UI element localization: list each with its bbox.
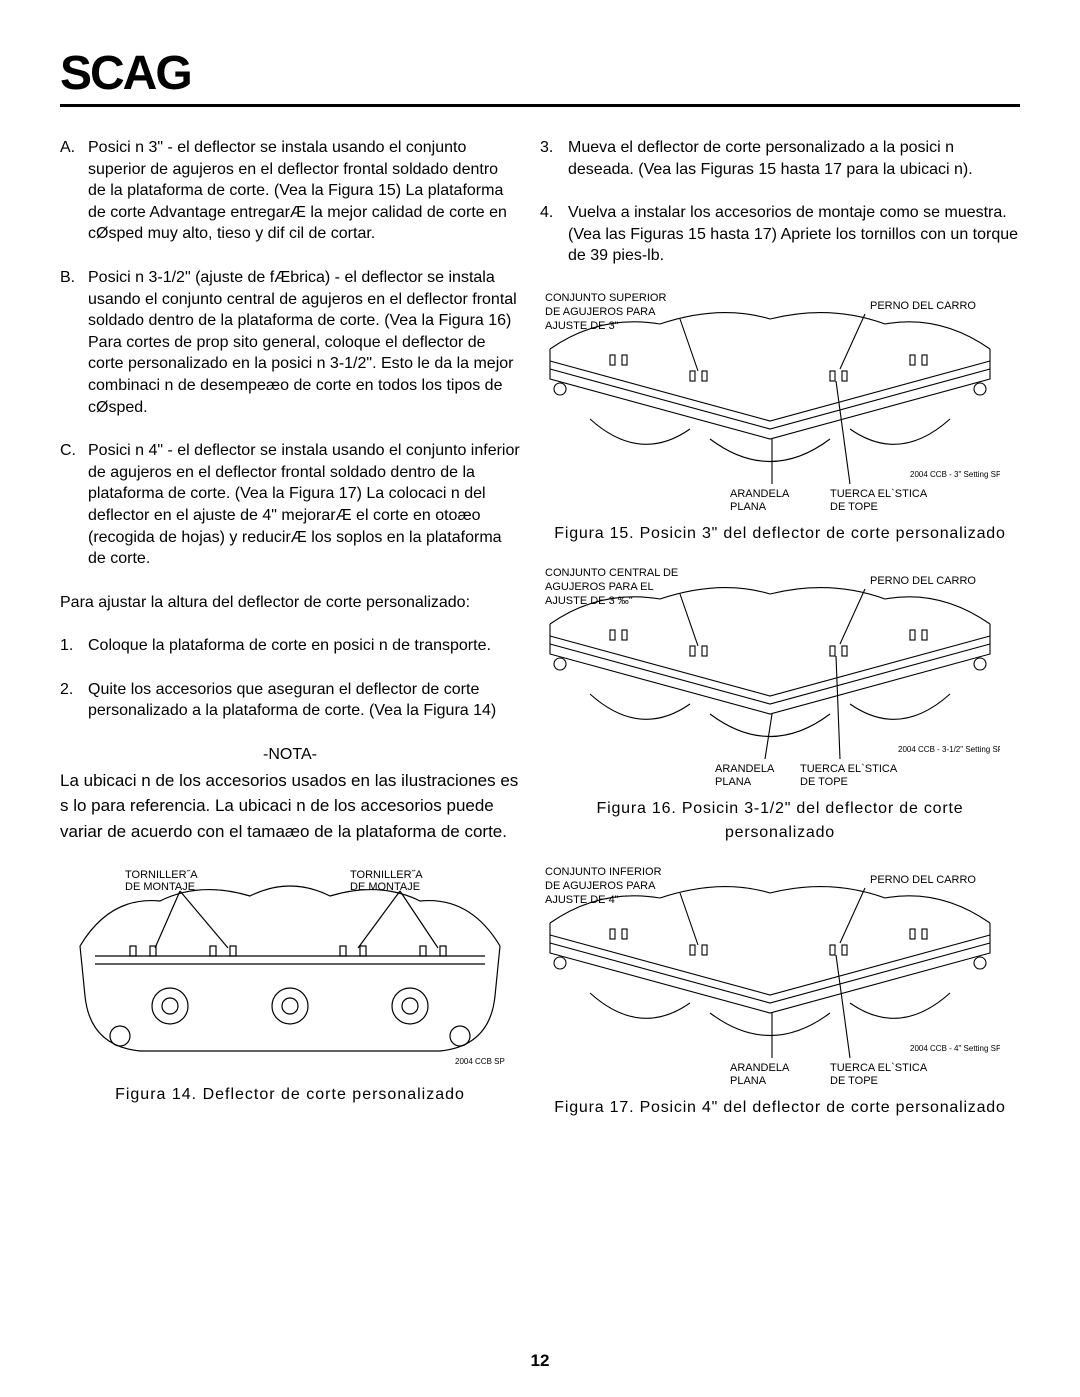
content-columns: A. Posici n 3" - el deflector se instala… bbox=[60, 137, 1020, 1138]
right-column: 3. Mueva el deflector de corte personali… bbox=[540, 137, 1020, 1138]
fig14-label-left-1: TORNILLER˝A bbox=[125, 869, 198, 881]
step-1-label: 1. bbox=[60, 635, 88, 657]
step-1-text: Coloque la plataforma de corte en posici… bbox=[88, 635, 520, 657]
header-divider bbox=[60, 104, 1020, 107]
fig16-plana: PLANA bbox=[715, 776, 752, 788]
item-b: B. Posici n 3-1/2" (ajuste de fÆbrica) -… bbox=[60, 267, 520, 418]
fig15-tope: DE TOPE bbox=[830, 501, 878, 513]
fig16-perno: PERNO DEL CARRO bbox=[870, 575, 976, 587]
figure-17: CONJUNTO INFERIOR DE AGUJEROS PARA AJUST… bbox=[540, 863, 1020, 1088]
fig17-plana: PLANA bbox=[730, 1075, 767, 1087]
fig17-arandela: ARANDELA bbox=[730, 1062, 790, 1074]
item-a-text: Posici n 3" - el deflector se instala us… bbox=[88, 137, 520, 245]
fig14-label-right-2: DE MONTAJE bbox=[350, 881, 420, 893]
step-3-text: Mueva el deflector de corte personalizad… bbox=[568, 137, 1020, 180]
fig17-t2: DE AGUJEROS PARA bbox=[545, 880, 656, 892]
step-2-label: 2. bbox=[60, 679, 88, 722]
step-2: 2. Quite los accesorios que aseguran el … bbox=[60, 679, 520, 722]
fig15-plana: PLANA bbox=[730, 501, 767, 513]
fig16-t1: CONJUNTO CENTRAL DE bbox=[545, 567, 678, 579]
para-adjust: Para ajustar la altura del deflector de … bbox=[60, 592, 520, 614]
item-a-label: A. bbox=[60, 137, 88, 245]
step-3-label: 3. bbox=[540, 137, 568, 180]
left-column: A. Posici n 3" - el deflector se instala… bbox=[60, 137, 520, 1138]
item-b-text: Posici n 3-1/2" (ajuste de fÆbrica) - el… bbox=[88, 267, 520, 418]
item-c-label: C. bbox=[60, 440, 88, 570]
fig15-t3: AJUSTE DE 3" bbox=[545, 320, 619, 332]
fig15-tuerca: TUERCA EL`STICA bbox=[830, 488, 928, 500]
figure-15-caption: Figura 15. Posicin 3" del deflector de c… bbox=[540, 522, 1020, 546]
brand-logo: SCAG bbox=[60, 50, 1020, 98]
fig16-tope: DE TOPE bbox=[800, 776, 848, 788]
step-4-text: Vuelva a instalar los accesorios de mont… bbox=[568, 202, 1020, 267]
fig16-ref: 2004 CCB - 3-1/2" Setting SP bbox=[898, 745, 1000, 754]
fig16-arandela: ARANDELA bbox=[715, 763, 775, 775]
figure-17-caption: Figura 17. Posicin 4" del deflector de c… bbox=[540, 1096, 1020, 1120]
fig17-tuerca: TUERCA EL`STICA bbox=[830, 1062, 928, 1074]
step-4: 4. Vuelva a instalar los accesorios de m… bbox=[540, 202, 1020, 267]
fig17-perno: PERNO DEL CARRO bbox=[870, 874, 976, 886]
step-3: 3. Mueva el deflector de corte personali… bbox=[540, 137, 1020, 180]
item-b-label: B. bbox=[60, 267, 88, 418]
nota-text: La ubicaci n de los accesorios usados en… bbox=[60, 768, 520, 845]
step-2-text: Quite los accesorios que aseguran el def… bbox=[88, 679, 520, 722]
fig15-t1: CONJUNTO SUPERIOR bbox=[545, 292, 666, 304]
fig16-t3: AJUSTE DE 3 ‰" bbox=[545, 595, 633, 607]
fig14-label-right-1: TORNILLER˝A bbox=[350, 869, 423, 881]
fig17-ref: 2004 CCB - 4" Setting SP bbox=[910, 1044, 1000, 1053]
fig14-ref: 2004 CCB SP bbox=[455, 1057, 505, 1066]
step-1: 1. Coloque la plataforma de corte en pos… bbox=[60, 635, 520, 657]
fig15-perno: PERNO DEL CARRO bbox=[870, 300, 976, 312]
nota-heading: -NOTA- bbox=[60, 744, 520, 766]
fig17-t1: CONJUNTO INFERIOR bbox=[545, 866, 662, 878]
figure-14-caption: Figura 14. Deflector de corte personaliz… bbox=[60, 1084, 520, 1106]
fig14-label-left-2: DE MONTAJE bbox=[125, 881, 195, 893]
step-4-label: 4. bbox=[540, 202, 568, 267]
page-number: 12 bbox=[0, 1351, 1080, 1371]
figure-15: CONJUNTO SUPERIOR DE AGUJEROS PARA AJUST… bbox=[540, 289, 1020, 514]
fig16-tuerca: TUERCA EL`STICA bbox=[800, 763, 898, 775]
fig16-t2: AGUJEROS PARA EL bbox=[545, 581, 654, 593]
fig15-arandela: ARANDELA bbox=[730, 488, 790, 500]
fig15-t2: DE AGUJEROS PARA bbox=[545, 306, 656, 318]
figure-14: TORNILLER˝A DE MONTAJE TORNILLER˝A DE MO… bbox=[60, 866, 520, 1076]
fig17-t3: AJUSTE DE 4" bbox=[545, 894, 619, 906]
fig17-tope: DE TOPE bbox=[830, 1075, 878, 1087]
figure-16: CONJUNTO CENTRAL DE AGUJEROS PARA EL AJU… bbox=[540, 564, 1020, 789]
item-a: A. Posici n 3" - el deflector se instala… bbox=[60, 137, 520, 245]
item-c: C. Posici n 4" - el deflector se instala… bbox=[60, 440, 520, 570]
figure-16-caption: Figura 16. Posicin 3-1/2" del deflector … bbox=[540, 797, 1020, 845]
fig15-ref: 2004 CCB - 3" Setting SP bbox=[910, 470, 1000, 479]
item-c-text: Posici n 4" - el deflector se instala us… bbox=[88, 440, 520, 570]
